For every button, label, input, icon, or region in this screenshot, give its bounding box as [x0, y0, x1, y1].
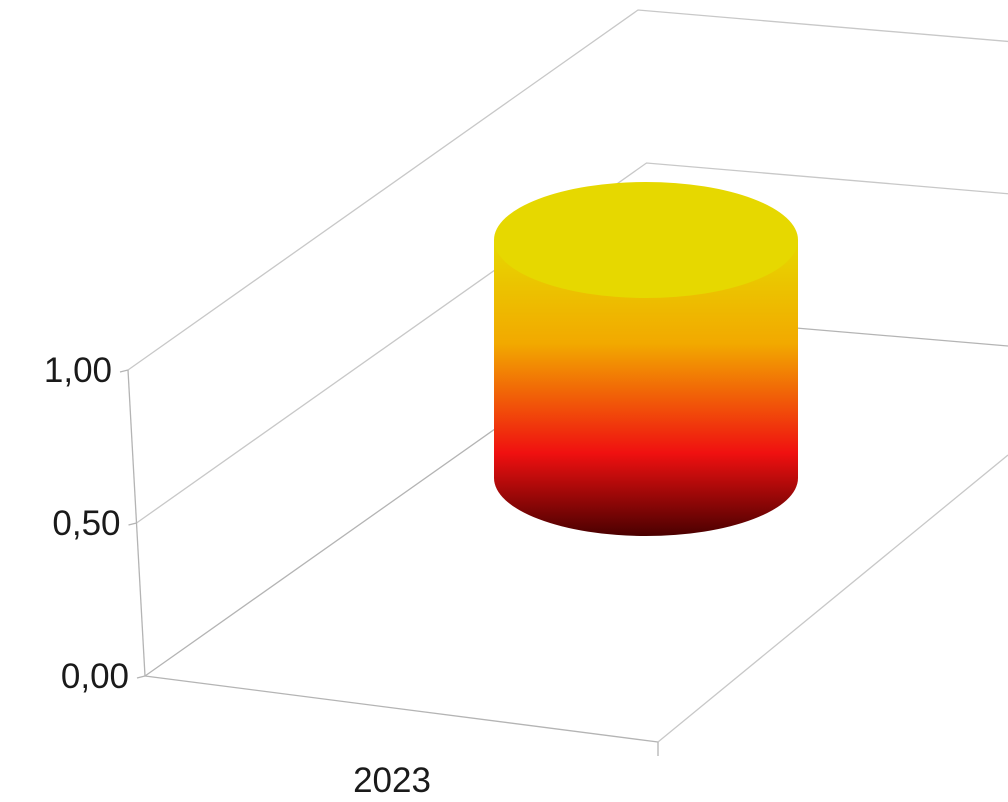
- y-tick-mark: [119, 369, 129, 373]
- x-tick-label: 2023: [353, 761, 431, 800]
- floor-gridlines: [144, 454, 1008, 756]
- bar-series: [494, 182, 798, 536]
- x-axis-ticks: 2023: [353, 761, 431, 800]
- y-tick-mark: [136, 675, 146, 679]
- y-tick-label: 0,50: [52, 504, 120, 543]
- floor-front-edge: [144, 675, 659, 743]
- bar-cylinder-top: [494, 182, 798, 298]
- wall-gridline: [136, 162, 1008, 524]
- bar-cylinder-body: [494, 240, 798, 536]
- y-tick-mark: [128, 522, 137, 526]
- y-tick-label: 0,00: [61, 657, 129, 696]
- bar-cylinder: [494, 182, 798, 536]
- floor-right-edge: [657, 454, 1008, 743]
- y-tick-label: 1,00: [44, 351, 112, 390]
- y-axis-ticks: 0,00 0,50 1,00: [44, 351, 129, 696]
- wall-gridline: [127, 9, 1008, 371]
- y-axis-line: [127, 369, 146, 677]
